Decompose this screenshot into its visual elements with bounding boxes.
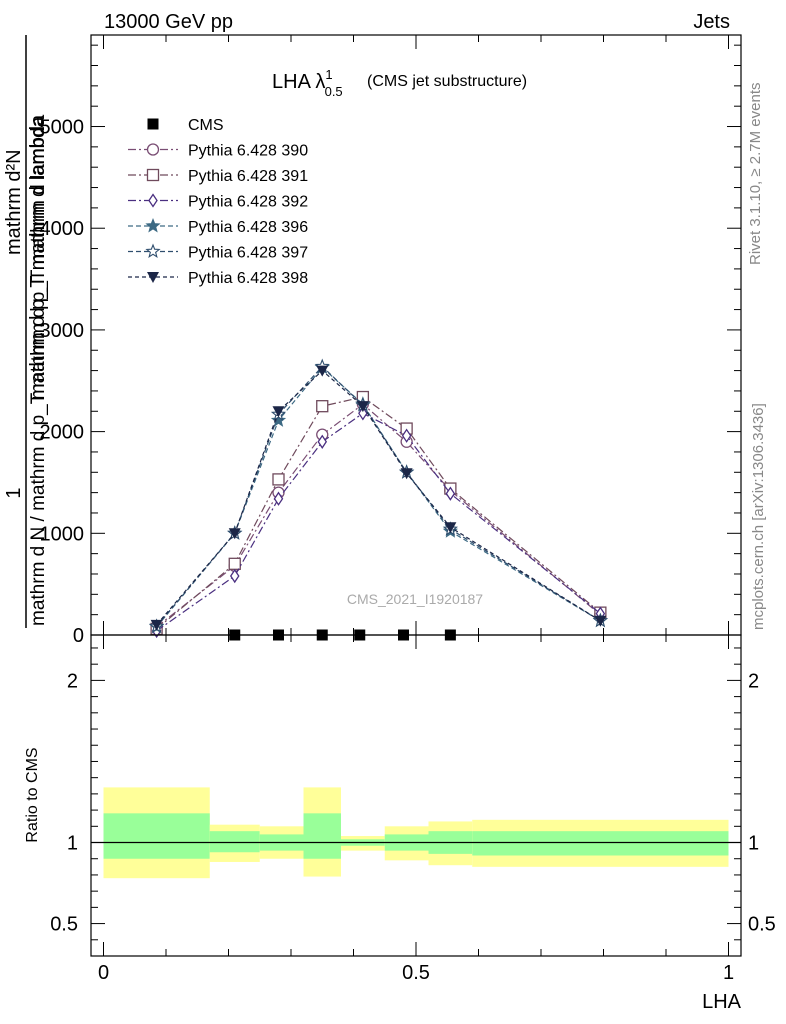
y-axis-label-numerator-tail: mathrm d p_T mathrm d lambda xyxy=(27,114,49,400)
legend-label: Pythia 6.428 392 xyxy=(188,194,308,211)
data-point xyxy=(272,473,285,486)
legend-label: CMS xyxy=(188,117,224,134)
ratio-y-tick-label: 2 xyxy=(67,670,78,692)
plot-title-suffix: (CMS jet substructure) xyxy=(367,73,527,90)
ratio-y-tick-label-right: 1 xyxy=(748,833,759,855)
series-line xyxy=(156,365,601,627)
data-point xyxy=(358,406,368,421)
main-series-layer xyxy=(148,358,609,641)
x-axis-label: LHA xyxy=(702,991,742,1013)
analysis-watermark: CMS_2021_I1920187 xyxy=(347,591,483,607)
series-line xyxy=(156,403,601,628)
series-line xyxy=(156,369,601,626)
y-axis-label-top: 1 xyxy=(3,487,25,498)
series-6 xyxy=(150,365,607,631)
main-axes-layer: 0 1000 2000 3000 4000 5000 xyxy=(40,35,741,647)
uncertainty-band-inner xyxy=(103,813,210,859)
y-tick-label: 2000 xyxy=(40,422,85,444)
process-label: Jets xyxy=(693,11,730,33)
y-tick-label: 5000 xyxy=(40,117,85,139)
plot-title: LHA λ1 0.5 xyxy=(272,67,343,99)
y-tick-label: 3000 xyxy=(40,320,85,342)
data-point xyxy=(356,401,369,413)
legend-label: Pythia 6.428 396 xyxy=(188,219,308,236)
data-point xyxy=(594,615,607,627)
legend-label: Pythia 6.428 397 xyxy=(188,245,308,262)
data-point xyxy=(272,406,285,418)
data-point xyxy=(444,522,457,534)
legend-marker xyxy=(147,272,159,283)
legend-marker xyxy=(145,243,161,258)
data-point xyxy=(316,365,329,377)
uncertainty-band-inner xyxy=(472,831,729,856)
ratio-panel: 0.5 0.5 1 1 2 2 0 0.5 1 Ratio to CMS LHA xyxy=(24,634,776,1013)
data-point xyxy=(316,400,329,413)
x-tick-label: 0 xyxy=(98,962,109,984)
ratio-axes-layer: 0.5 0.5 1 1 2 2 0 0.5 1 xyxy=(50,635,776,984)
legend-marker xyxy=(148,193,158,208)
y-axis-label-numerator: mathrm d²N xyxy=(3,149,25,255)
data-point xyxy=(270,412,287,427)
legend-label: Pythia 6.428 398 xyxy=(188,270,308,287)
ratio-y-tick-label-right: 2 xyxy=(748,670,759,692)
x-tick-label: 0.5 xyxy=(402,962,430,984)
mcplots-label: mcplots.cern.ch [arXiv:1306.3436] xyxy=(750,403,767,630)
data-point xyxy=(445,486,456,501)
x-tick-label: 1 xyxy=(723,962,734,984)
data-point xyxy=(229,568,240,584)
y-tick-label: 1000 xyxy=(40,523,85,545)
ratio-bands-layer xyxy=(91,787,741,879)
y-axis-label-denominator: mathrm d N / mathrm d p_T mathrm d p_T m… xyxy=(28,116,49,626)
legend: CMS Pythia 6.428 390 Pythia 6.428 391 Pythi… xyxy=(128,117,308,287)
legend-marker xyxy=(147,118,159,130)
ratio-y-tick-label-right: 0.5 xyxy=(748,914,776,936)
ratio-y-tick-label: 0.5 xyxy=(50,914,78,936)
ratio-frame xyxy=(90,634,742,957)
series-line xyxy=(156,396,601,630)
y-tick-label: 0 xyxy=(73,625,84,647)
legend-label: Pythia 6.428 390 xyxy=(188,143,308,160)
series-line xyxy=(156,366,601,628)
data-point xyxy=(401,428,412,443)
legend-marker xyxy=(146,168,160,182)
ratio-y-axis-label: Ratio to CMS xyxy=(24,747,41,842)
energy-label: 13000 GeV pp xyxy=(104,11,233,33)
data-point xyxy=(228,528,241,540)
legend-marker xyxy=(145,217,161,233)
rivet-label: Rivet 3.1.10, ≥ 2.7M events xyxy=(747,83,764,266)
ratio-y-tick-label: 1 xyxy=(67,833,78,855)
data-point xyxy=(400,468,413,480)
y-tick-label: 4000 xyxy=(40,218,85,240)
uncertainty-band-inner xyxy=(303,813,341,859)
data-point xyxy=(317,434,328,449)
main-panel: 0 1000 2000 3000 4000 5000 LHA λ1 0.5 (CMS jet… xyxy=(3,34,742,647)
uncertainty-band-inner xyxy=(209,831,260,853)
legend-marker xyxy=(146,143,160,156)
data-point xyxy=(150,619,163,631)
data-point xyxy=(273,491,284,506)
data-point xyxy=(228,557,241,570)
legend-label: Pythia 6.428 391 xyxy=(188,168,308,185)
